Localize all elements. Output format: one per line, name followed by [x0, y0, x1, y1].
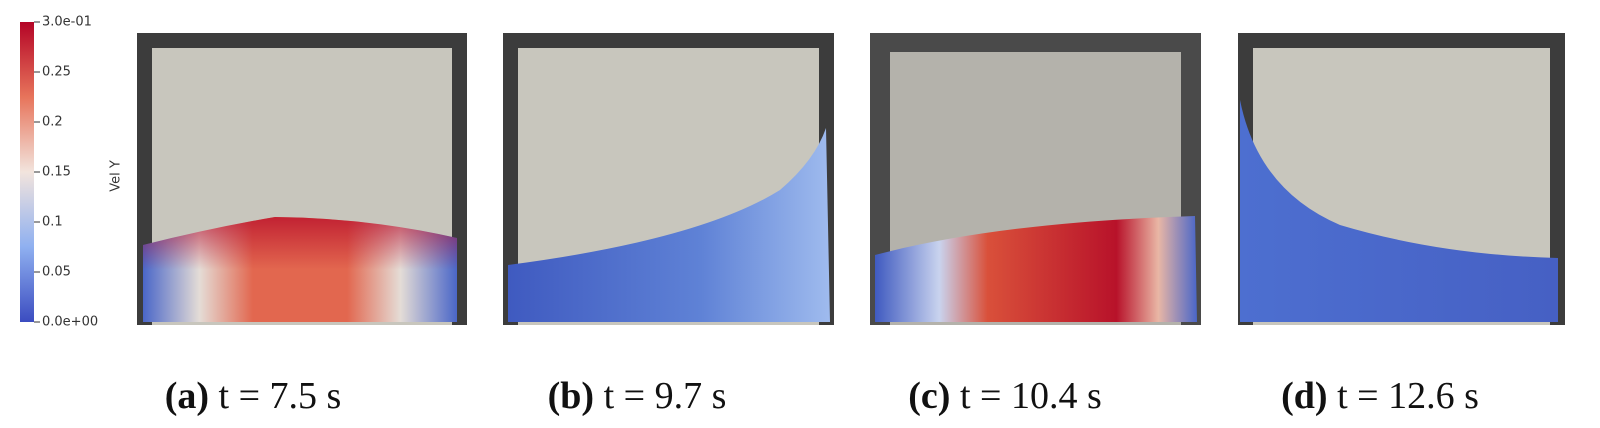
panel-letter: (d) — [1281, 375, 1327, 417]
captions: (a) t = 7.5 s (b) t = 9.7 s (c) t = 10.4 s… — [165, 375, 1479, 417]
panel-caption: (d) t = 12.6 s — [1281, 375, 1479, 417]
panel-time: t = 12.6 s — [1337, 375, 1479, 417]
colorbar-tick-label: 0.1 — [42, 215, 63, 230]
colorbar — [20, 22, 34, 322]
panel-time: t = 7.5 s — [219, 375, 342, 417]
panel-caption: (a) t = 7.5 s — [165, 375, 342, 417]
colorbar-ticks: 3.0e-01 0.25 0.2 0.15 0.1 0.05 0.0e+00 — [34, 15, 98, 330]
panel-b — [503, 33, 834, 325]
panel-a — [137, 33, 467, 325]
colorbar-label: Vel Y — [109, 160, 124, 192]
colorbar-tick-label: 0.15 — [42, 165, 71, 180]
panel-letter: (c) — [908, 375, 950, 417]
panel-letter: (b) — [548, 375, 594, 417]
panel-caption: (b) t = 9.7 s — [548, 375, 727, 417]
colorbar-tick-label: 0.05 — [42, 265, 71, 280]
colorbar-tick-label: 0.0e+00 — [42, 315, 98, 330]
panel-d — [1238, 33, 1565, 325]
colorbar-tick-label: 3.0e-01 — [42, 15, 92, 30]
panel-time: t = 10.4 s — [960, 375, 1102, 417]
colorbar-tick-label: 0.2 — [42, 115, 63, 130]
panel-letter: (a) — [165, 375, 209, 417]
panel-caption: (c) t = 10.4 s — [908, 375, 1101, 417]
panel-c — [870, 33, 1201, 325]
panel-time: t = 9.7 s — [604, 375, 727, 417]
colorbar-tick-label: 0.25 — [42, 65, 71, 80]
